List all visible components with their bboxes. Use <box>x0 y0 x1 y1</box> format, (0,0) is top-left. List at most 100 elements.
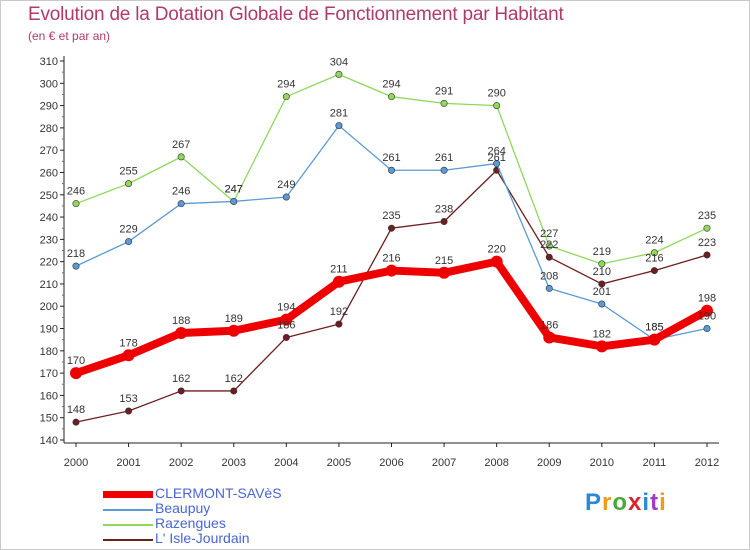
data-point-clermont-sav-s <box>701 304 713 317</box>
data-label-beaupuy: 218 <box>67 248 85 260</box>
legend-swatch-isle-jourdain <box>103 539 153 541</box>
data-label-razengues: 290 <box>487 88 505 100</box>
data-label-l-isle-jourdain: 148 <box>67 404 85 416</box>
data-label-beaupuy: 208 <box>540 270 558 282</box>
data-point-beaupuy <box>387 166 395 174</box>
data-point-clermont-sav-s <box>175 326 188 339</box>
legend-item-isle-jourdain: L' Isle-Jourdain <box>103 530 363 547</box>
data-label-clermont-sav-s: 194 <box>277 302 295 314</box>
legend-label-beaupuy: Beaupuy <box>155 500 211 516</box>
data-label-clermont-sav-s: 188 <box>172 315 190 327</box>
y-tick-label: 180 <box>40 346 58 358</box>
data-point-clermont-sav-s <box>595 340 608 353</box>
data-label-clermont-sav-s: 186 <box>540 319 558 331</box>
data-point-beaupuy <box>545 284 553 292</box>
data-point-l-isle-jourdain <box>177 387 185 395</box>
x-tick-label: 2007 <box>432 457 456 469</box>
data-label-clermont-sav-s: 198 <box>698 293 716 305</box>
data-point-beaupuy <box>440 166 448 174</box>
data-label-l-isle-jourdain: 162 <box>172 373 190 385</box>
data-label-beaupuy: 249 <box>277 179 295 191</box>
data-label-razengues: 294 <box>277 79 295 91</box>
y-tick-label: 310 <box>40 56 58 68</box>
data-point-l-isle-jourdain <box>387 224 395 232</box>
x-tick-label: 2002 <box>169 457 193 469</box>
data-point-clermont-sav-s <box>332 275 345 288</box>
data-point-clermont-sav-s <box>648 333 661 346</box>
data-point-razengues <box>335 70 343 78</box>
data-label-beaupuy: 185 <box>645 322 663 334</box>
legend-swatch-clermont-saves <box>103 491 153 498</box>
data-point-l-isle-jourdain <box>703 251 711 259</box>
series-line-clermont-sav-s <box>72 257 711 378</box>
x-tick-label: 2011 <box>643 457 667 469</box>
data-label-razengues: 235 <box>698 210 716 222</box>
x-tick-label: 2012 <box>695 457 719 469</box>
y-tick-label: 250 <box>40 190 58 202</box>
y-tick-label: 260 <box>40 167 58 179</box>
data-label-razengues: 267 <box>172 139 190 151</box>
data-point-razengues <box>650 249 658 257</box>
x-tick-label: 2004 <box>274 457 298 469</box>
data-label-razengues: 219 <box>593 246 611 258</box>
y-tick-label: 200 <box>40 301 58 313</box>
data-label-clermont-sav-s: 215 <box>435 255 453 267</box>
data-point-beaupuy <box>177 200 185 208</box>
data-label-clermont-sav-s: 185 <box>645 322 663 334</box>
data-label-clermont-sav-s: 189 <box>225 313 243 325</box>
data-label-l-isle-jourdain: 216 <box>645 253 663 265</box>
data-label-l-isle-jourdain: 162 <box>225 373 243 385</box>
legend-label-razengues: Razengues <box>155 515 226 531</box>
x-tick-label: 2009 <box>537 457 561 469</box>
axes: 140 150 160 170 180 190 200 210 220 230 240 250 260 2… <box>40 56 719 469</box>
data-label-beaupuy: 246 <box>172 186 190 198</box>
data-label-razengues: 246 <box>67 186 85 198</box>
y-tick-label: 220 <box>40 257 58 269</box>
proxiti-logo: Proxiti <box>585 489 667 516</box>
legend-label-isle-jourdain: L' Isle-Jourdain <box>155 530 250 546</box>
data-label-l-isle-jourdain: 222 <box>540 239 558 251</box>
data-point-clermont-sav-s <box>70 367 82 380</box>
x-tick-label: 2010 <box>590 457 614 469</box>
data-point-beaupuy <box>230 197 238 205</box>
data-point-beaupuy <box>335 122 343 130</box>
data-label-clermont-sav-s: 216 <box>382 253 400 265</box>
y-tick-label: 280 <box>40 123 58 135</box>
data-label-beaupuy: 201 <box>593 286 611 298</box>
data-point-l-isle-jourdain <box>650 267 658 275</box>
data-point-clermont-sav-s <box>385 264 398 277</box>
data-point-razengues <box>282 93 290 101</box>
chart-title: Evolution de la Dotation Globale de Fonc… <box>28 4 564 25</box>
data-point-l-isle-jourdain <box>230 387 238 395</box>
data-label-l-isle-jourdain: 153 <box>119 393 137 405</box>
series-layer <box>70 70 713 426</box>
data-label-clermont-sav-s: 182 <box>593 328 611 340</box>
data-point-razengues <box>703 224 711 232</box>
chart-subtitle: (en € et par an) <box>28 29 111 43</box>
x-tick-label: 2006 <box>379 457 403 469</box>
legend-item-beaupuy: Beaupuy <box>103 500 363 517</box>
data-point-l-isle-jourdain <box>72 418 80 426</box>
data-label-razengues: 255 <box>119 166 137 178</box>
y-tick-label: 140 <box>40 435 58 447</box>
data-label-razengues: 291 <box>435 85 453 97</box>
data-label-beaupuy: 261 <box>435 152 453 164</box>
data-point-razengues <box>177 153 185 161</box>
data-point-l-isle-jourdain <box>335 320 343 328</box>
data-label-l-isle-jourdain: 210 <box>593 266 611 278</box>
y-tick-label: 230 <box>40 234 58 246</box>
data-label-clermont-sav-s: 178 <box>119 337 137 349</box>
data-point-beaupuy <box>598 300 606 308</box>
y-tick-label: 150 <box>40 413 58 425</box>
data-label-clermont-sav-s: 211 <box>330 264 348 276</box>
data-point-beaupuy <box>493 160 501 168</box>
data-label-l-isle-jourdain: 261 <box>487 152 505 164</box>
data-point-razengues <box>493 102 501 110</box>
data-point-razengues <box>598 260 606 268</box>
data-label-beaupuy: 281 <box>330 108 348 120</box>
x-tick-label: 2005 <box>327 457 351 469</box>
y-tick-label: 170 <box>40 368 58 380</box>
data-point-l-isle-jourdain <box>545 253 553 261</box>
